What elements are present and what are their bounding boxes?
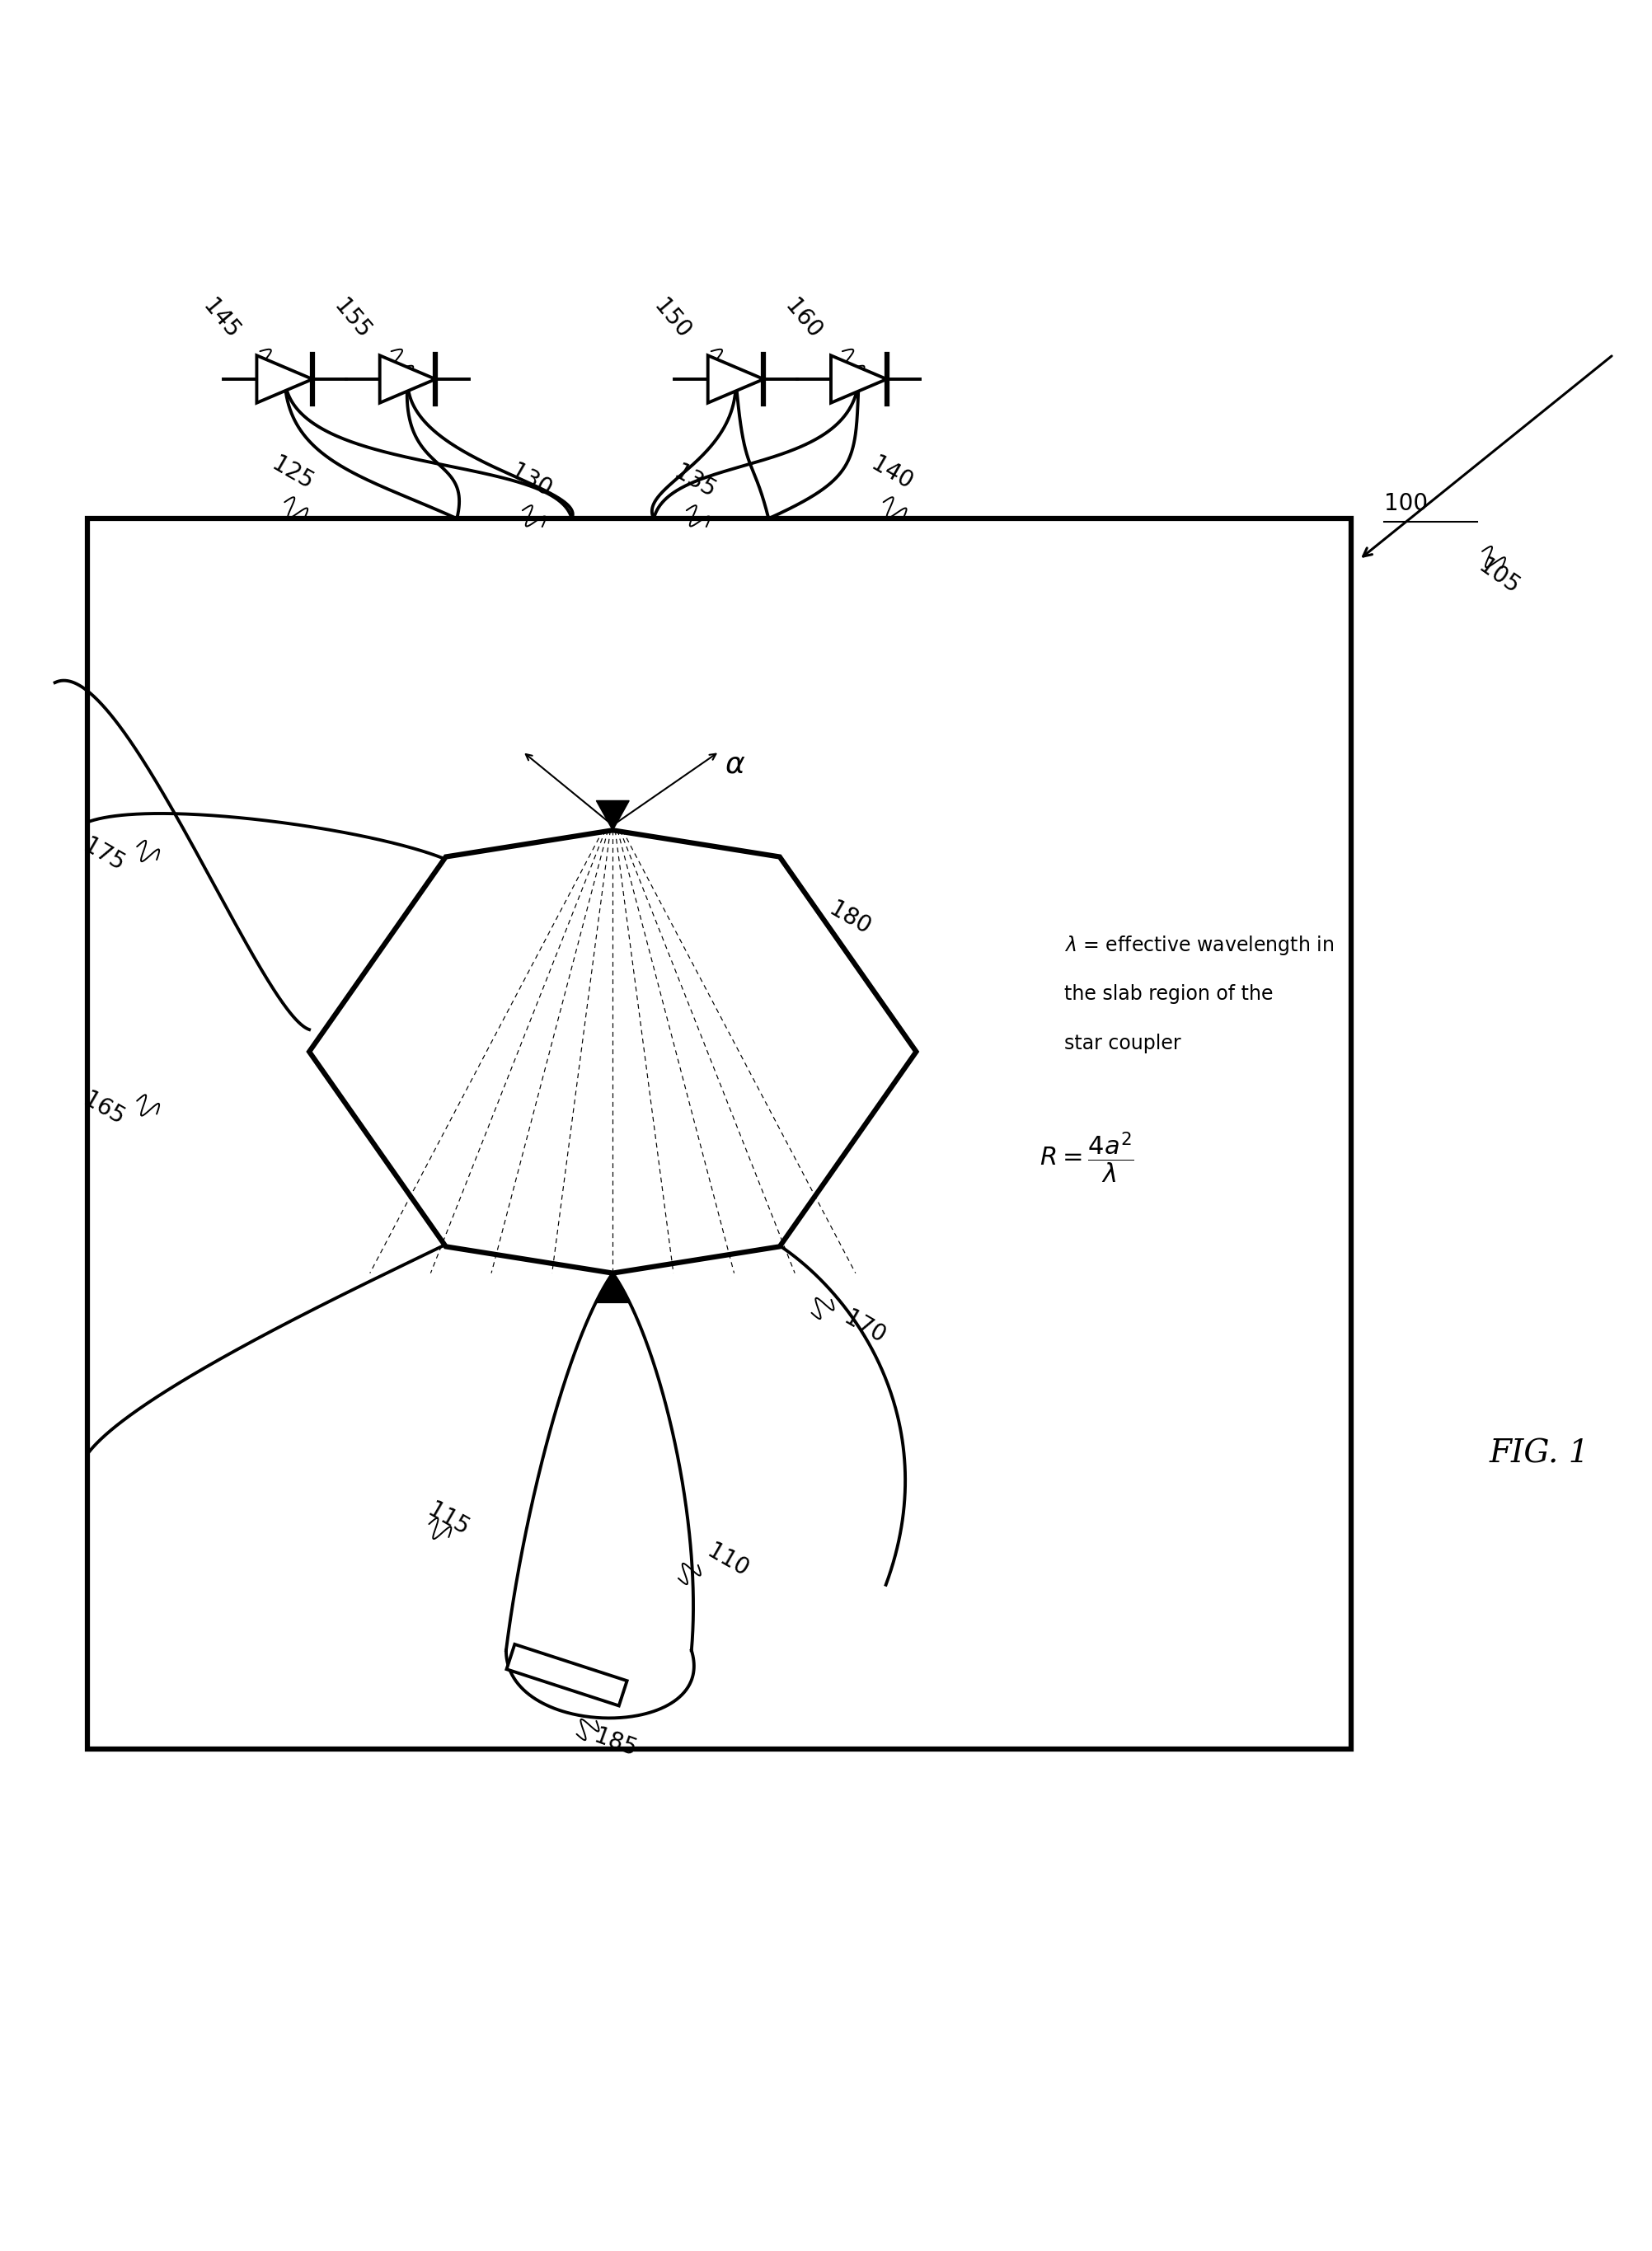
Text: 145: 145 bbox=[198, 295, 243, 342]
Polygon shape bbox=[507, 1643, 628, 1706]
Text: $\alpha$: $\alpha$ bbox=[724, 750, 745, 779]
Text: 125: 125 bbox=[268, 452, 317, 493]
Text: 120: 120 bbox=[750, 1074, 793, 1096]
Text: 100: 100 bbox=[1384, 493, 1427, 515]
Text: 155: 155 bbox=[329, 295, 375, 342]
Polygon shape bbox=[596, 801, 629, 831]
Text: 110: 110 bbox=[704, 1540, 752, 1580]
Text: 150: 150 bbox=[649, 295, 695, 342]
Text: 140: 140 bbox=[867, 452, 917, 493]
Polygon shape bbox=[380, 356, 436, 403]
Text: 115: 115 bbox=[425, 1499, 474, 1540]
Text: $R = \dfrac{4a^2}{\lambda}$: $R = \dfrac{4a^2}{\lambda}$ bbox=[1039, 1130, 1133, 1186]
Text: 135: 135 bbox=[671, 461, 720, 502]
Text: 180: 180 bbox=[826, 898, 874, 939]
Polygon shape bbox=[707, 356, 763, 403]
Polygon shape bbox=[831, 356, 887, 403]
Text: the slab region of the: the slab region of the bbox=[1064, 984, 1272, 1004]
Text: $\lambda$ = effective wavelength in: $\lambda$ = effective wavelength in bbox=[1064, 934, 1333, 957]
Text: star coupler: star coupler bbox=[1064, 1033, 1181, 1053]
Text: FIG. 1: FIG. 1 bbox=[1490, 1438, 1589, 1470]
Bar bbox=[88, 518, 1351, 1749]
Text: 175: 175 bbox=[79, 833, 129, 876]
Text: 165: 165 bbox=[79, 1087, 129, 1130]
Text: 160: 160 bbox=[780, 295, 826, 342]
Polygon shape bbox=[309, 831, 917, 1274]
Text: 130: 130 bbox=[506, 459, 555, 502]
Text: 105: 105 bbox=[1474, 554, 1523, 599]
Text: 170: 170 bbox=[841, 1306, 890, 1348]
Text: 185: 185 bbox=[591, 1724, 641, 1760]
Polygon shape bbox=[256, 356, 312, 403]
Polygon shape bbox=[596, 1274, 629, 1303]
